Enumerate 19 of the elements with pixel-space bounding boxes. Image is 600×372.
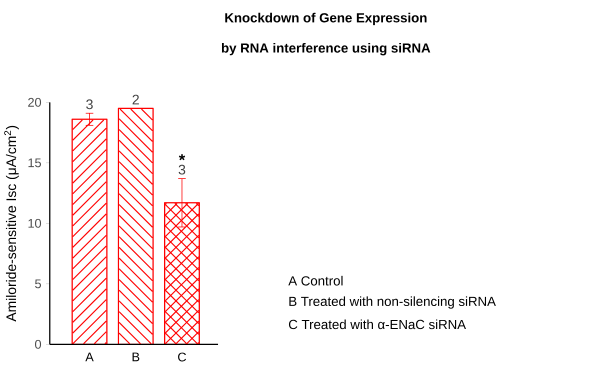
text: A Control — [288, 276, 343, 286]
y-tick-label: 5 — [35, 279, 42, 288]
x-tick-label: C — [178, 352, 186, 362]
annotation: * — [178, 154, 186, 160]
x-tick-label: A — [85, 352, 94, 362]
text: B Treated with non-silencing siRNA — [289, 296, 496, 308]
y-tick-label: 10 — [28, 218, 42, 228]
x-tick-label: B — [132, 352, 140, 362]
annotation: 3 — [86, 99, 93, 109]
text: Knockdown of Gene Expression — [225, 12, 426, 25]
text: C Treated with α-ENaC siRNA — [288, 319, 466, 329]
bar — [118, 108, 154, 344]
text: by RNA interference using siRNA — [222, 42, 430, 56]
annotation: 3 — [178, 164, 186, 174]
y-tick-label: 0 — [35, 340, 42, 349]
y-tick-label: 20 — [28, 98, 42, 107]
y-axis-title: Amiloride-sensitive Isc (μA/cm$^{2}$) — [4, 126, 19, 322]
annotation: 2 — [132, 94, 139, 104]
y-tick-label: 15 — [28, 158, 42, 168]
